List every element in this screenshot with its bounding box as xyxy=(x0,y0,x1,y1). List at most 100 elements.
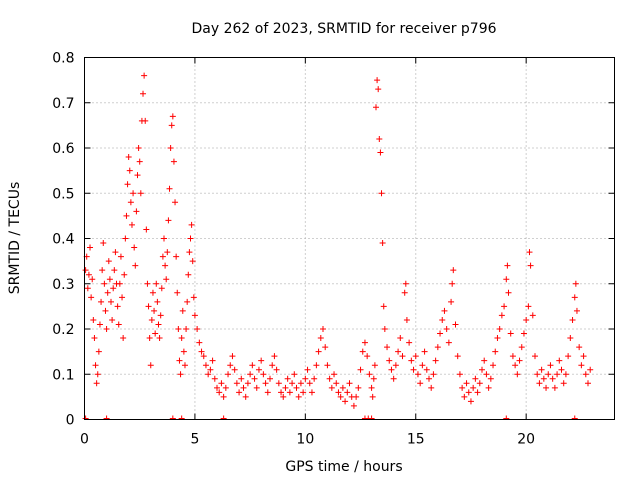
data-point xyxy=(357,366,364,373)
data-point xyxy=(571,415,578,419)
data-point xyxy=(514,371,521,378)
data-point xyxy=(175,326,182,332)
data-point xyxy=(158,285,165,292)
data-point xyxy=(576,344,583,351)
data-point xyxy=(379,240,386,247)
data-point xyxy=(311,375,318,382)
data-point xyxy=(485,384,492,391)
data-point xyxy=(582,371,589,378)
data-point xyxy=(216,389,223,396)
data-point xyxy=(205,371,212,378)
data-point xyxy=(244,380,251,387)
data-point xyxy=(227,362,234,369)
data-point xyxy=(176,357,183,364)
x-tick-label: 20 xyxy=(517,432,535,448)
data-point xyxy=(481,357,488,364)
data-point xyxy=(121,271,128,278)
data-point xyxy=(110,285,117,292)
data-point xyxy=(479,366,485,373)
data-point xyxy=(84,285,91,292)
data-point xyxy=(183,326,190,332)
data-point xyxy=(146,335,153,342)
data-point xyxy=(180,348,187,355)
data-point xyxy=(306,380,313,387)
data-point xyxy=(108,298,114,305)
data-point xyxy=(315,348,322,355)
data-point xyxy=(269,362,276,369)
data-point xyxy=(98,298,105,305)
data-point xyxy=(231,366,238,373)
data-point xyxy=(558,366,565,373)
data-point xyxy=(308,389,315,396)
data-point xyxy=(255,366,262,373)
data-point xyxy=(167,145,174,151)
data-point xyxy=(133,208,140,215)
data-point xyxy=(432,357,439,364)
data-point xyxy=(516,357,523,364)
data-point xyxy=(505,289,512,296)
y-tick-label: 0.4 xyxy=(52,232,74,248)
data-point xyxy=(463,380,470,387)
data-point xyxy=(211,375,218,382)
data-point xyxy=(441,307,448,314)
data-point xyxy=(229,353,236,360)
x-tick-label: 10 xyxy=(296,432,314,448)
data-point xyxy=(335,389,342,396)
data-point xyxy=(119,294,126,301)
data-point xyxy=(169,113,176,120)
data-point xyxy=(165,217,172,224)
data-point xyxy=(412,353,419,360)
data-point xyxy=(214,384,220,391)
data-point xyxy=(111,267,118,274)
data-point xyxy=(126,167,133,174)
data-point xyxy=(549,375,556,382)
data-point xyxy=(509,353,516,360)
data-point xyxy=(543,384,550,391)
data-point xyxy=(545,371,552,378)
data-point xyxy=(168,122,175,129)
data-point xyxy=(456,371,463,378)
data-point xyxy=(112,249,119,256)
data-point xyxy=(293,384,300,391)
data-point xyxy=(369,393,376,400)
data-point xyxy=(472,375,479,382)
data-point xyxy=(131,244,138,251)
data-point xyxy=(373,104,379,111)
data-point xyxy=(467,398,474,405)
data-point xyxy=(260,371,267,378)
data-point xyxy=(504,262,511,269)
data-point xyxy=(135,145,142,151)
data-point xyxy=(474,389,481,396)
data-point xyxy=(461,393,468,400)
data-point xyxy=(179,307,186,314)
data-point xyxy=(384,344,391,351)
data-point xyxy=(90,316,97,323)
data-point xyxy=(368,384,375,391)
data-point xyxy=(178,335,185,342)
data-point xyxy=(262,380,269,387)
data-point xyxy=(364,353,371,360)
data-point xyxy=(374,77,381,84)
data-point xyxy=(156,335,163,342)
data-point xyxy=(450,267,457,274)
data-point xyxy=(116,280,123,287)
data-point xyxy=(109,316,116,323)
data-point xyxy=(322,344,329,351)
data-point xyxy=(220,393,227,400)
data-point xyxy=(410,366,417,373)
data-point xyxy=(300,389,307,396)
data-point xyxy=(390,375,397,382)
data-point xyxy=(132,262,139,269)
y-tick-label: 0.6 xyxy=(52,141,74,157)
data-points xyxy=(82,72,594,419)
data-point xyxy=(134,172,141,179)
y-tick-label: 0.3 xyxy=(52,277,74,293)
data-point xyxy=(487,375,494,382)
data-point xyxy=(186,249,193,256)
data-point xyxy=(251,375,258,382)
data-point xyxy=(538,366,545,373)
data-point xyxy=(337,393,344,400)
data-point xyxy=(145,303,152,310)
data-point xyxy=(220,415,227,419)
data-point xyxy=(503,415,510,419)
